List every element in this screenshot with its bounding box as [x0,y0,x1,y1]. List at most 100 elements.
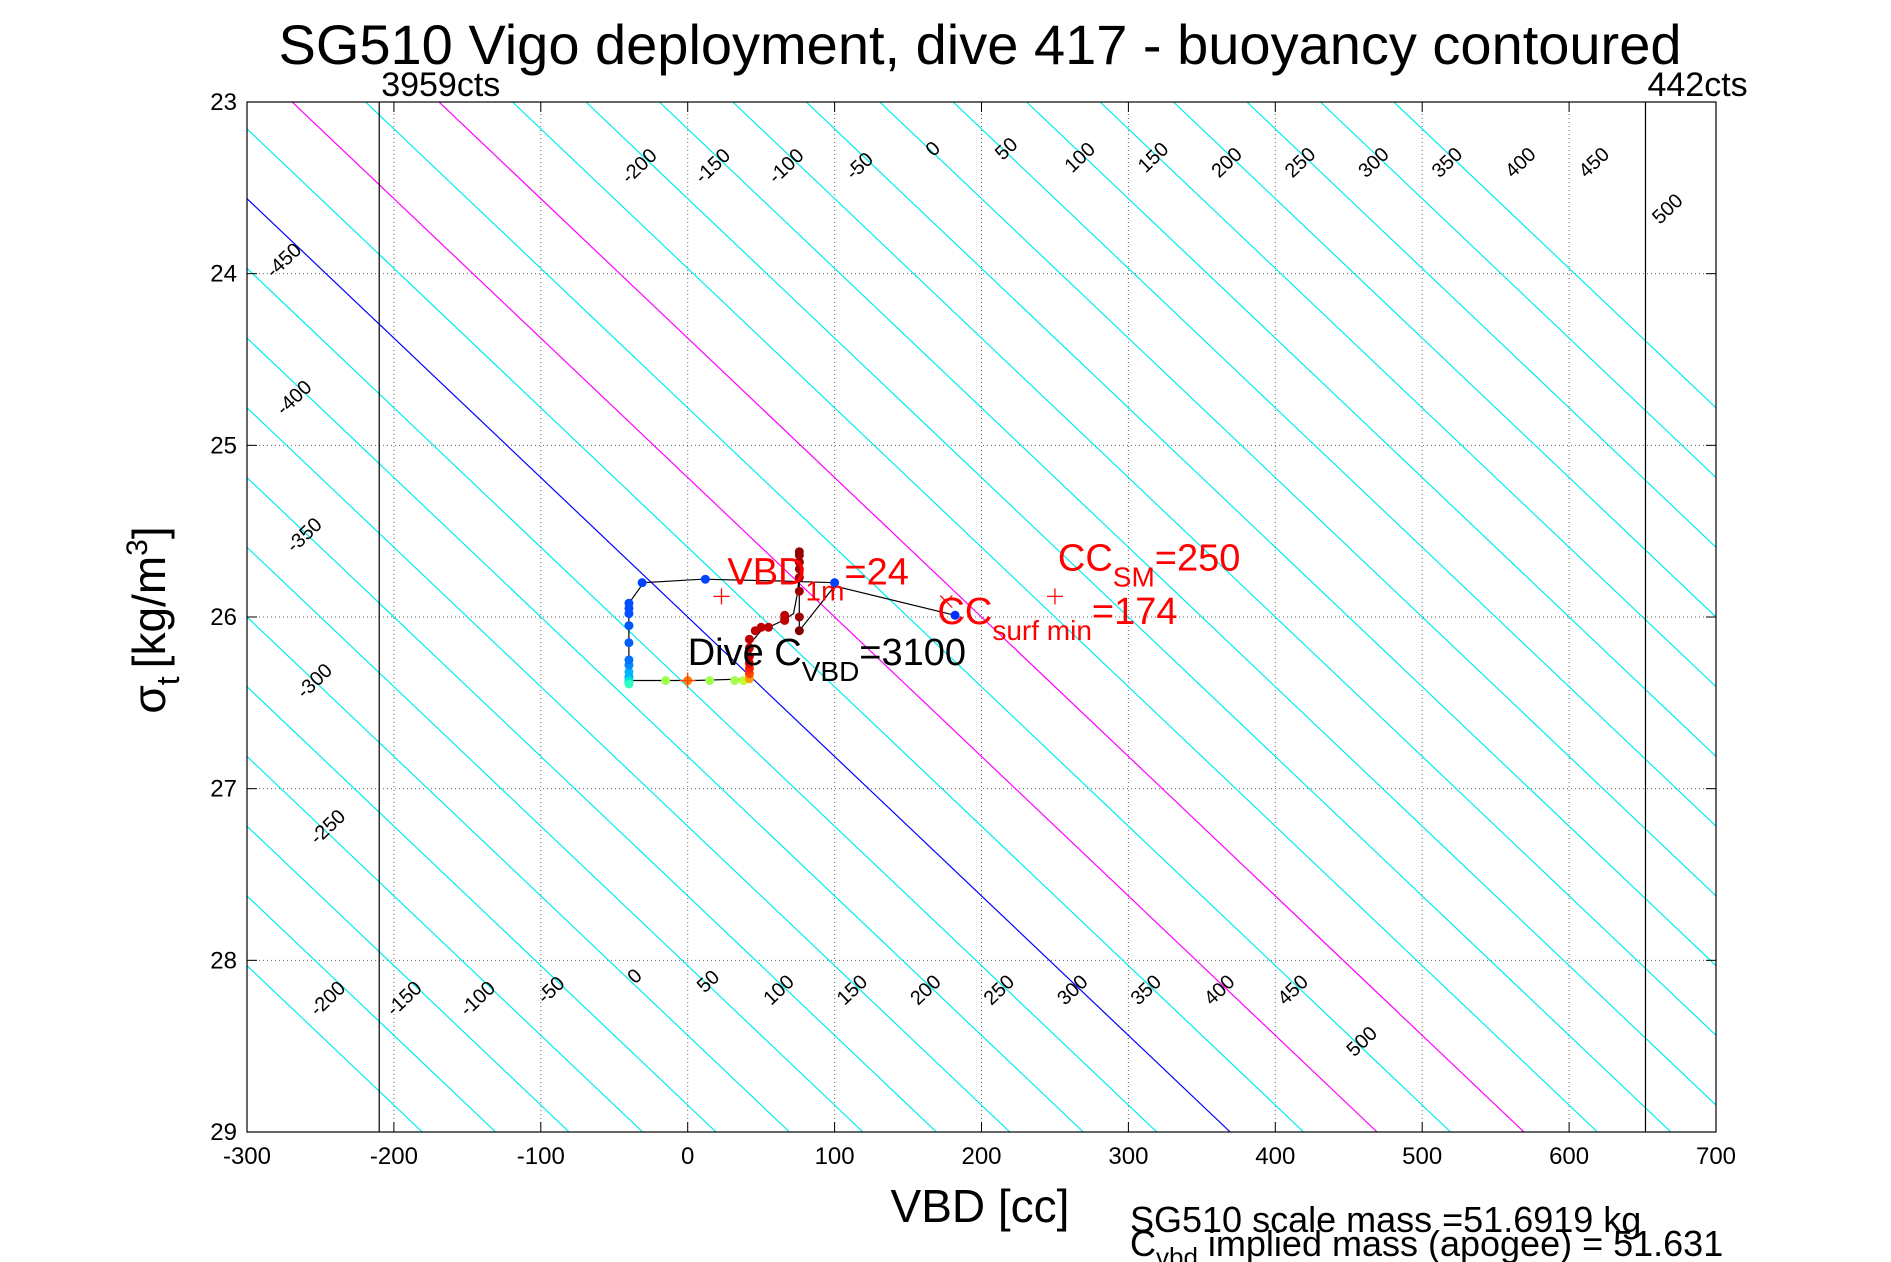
y-axis-label-sub: t [150,676,186,685]
annotation-main: CC [937,591,992,633]
contour-line [247,476,937,1132]
contour-line [1393,102,1716,409]
annotation-sub: 1m [806,575,845,606]
y-tick-label: 29 [210,1119,237,1146]
x-tick-label: 400 [1255,1143,1295,1170]
annotation-sub: VBD [802,656,860,687]
annotation: CCsurf min=174 [937,591,1177,646]
data-point [637,578,647,588]
data-point [794,573,804,583]
contour-line [1026,102,1716,758]
contour-line [247,616,790,1132]
y-tick-label: 23 [210,89,237,116]
plus-marker [1046,588,1063,605]
contour-line [1246,102,1716,549]
contour-line [879,102,1716,897]
contour-line [247,825,570,1132]
x-marker-b [939,595,953,608]
contour-line [365,102,1451,1132]
contour-line [585,102,1672,1132]
data-point [794,547,804,557]
x-tick-label: -300 [223,1143,271,1170]
data-point [624,621,634,631]
contour-line [732,102,1716,1037]
y-axis-label-end: ] [123,526,175,539]
x-tick-label: 200 [961,1143,1001,1170]
y-axis-label-sup: 3 [121,539,154,556]
annotation: Dive CVBD=3100 [688,632,966,687]
data-point [794,612,804,622]
data-point [730,676,740,686]
annotation-main: VBD [727,551,805,593]
contour-line [658,102,1716,1106]
data-point [744,634,754,644]
x-tick-label: 700 [1696,1143,1736,1170]
y-tick-label: 25 [210,432,237,459]
x-axis-label: VBD [cc] [891,1180,1070,1232]
y-axis-label: σt [kg/m3] [121,526,186,713]
x-marker [939,595,953,608]
x-tick-label: -200 [370,1143,418,1170]
contour-line [247,406,1011,1132]
contour-line [438,102,1525,1132]
contour-line [247,128,1305,1132]
contour-line [247,197,1231,1132]
y-tick-label: 28 [210,947,237,974]
data-point [624,655,634,665]
data-point [624,598,634,608]
contour-line [247,895,497,1132]
contour-line [247,337,1084,1132]
y-tick-label: 27 [210,776,237,803]
data-point [763,622,773,632]
annotation-value: =174 [1092,591,1178,633]
annotation-value: =250 [1155,538,1241,580]
footer-scale-mass: SG510 scale mass =51.6919 kg [1130,1199,1641,1240]
data-point [756,622,766,632]
data-point [700,574,710,584]
annotation-sub: surf min [992,615,1092,646]
annotation-value: =24 [844,551,908,593]
x-tick-label: 0 [681,1143,694,1170]
data-point [744,658,754,668]
plus-marker [679,672,696,689]
contour-line [952,102,1716,828]
data-point [794,557,804,567]
annotation-main: Dive C [688,632,802,674]
data-point [794,586,804,596]
data-point [794,564,804,574]
footer-c-symbol: C [1130,1223,1156,1262]
contour-line [512,102,1598,1132]
x-tick-label: 600 [1549,1143,1589,1170]
contour-line [247,546,864,1132]
y-axis-label-symbol: σ [123,685,175,713]
contour-line [247,685,717,1132]
annotation: CCSM=250 [1058,538,1240,593]
annotation: VBD1m=24 [727,551,909,606]
contour-line [247,755,644,1132]
footer-implied-mass: Cvbd implied mass (apogee) = 51.631 [1130,1223,1723,1262]
data-point [624,667,634,677]
contour-line [1319,102,1716,479]
annotation-main: CC [1058,538,1113,580]
contour-line [291,102,1378,1132]
data-point [624,638,634,648]
data-point [830,578,840,588]
data-point [705,676,715,686]
counts-label: 442cts [1647,66,1747,104]
data-point [744,643,754,653]
x-tick-label: -100 [517,1143,565,1170]
grid [247,102,1716,1132]
data-point [661,676,671,686]
y-axis-label-unit: [kg/m [123,556,175,668]
counts-label: 3959cts [381,66,500,104]
x-tick-label: 500 [1402,1143,1442,1170]
annotation-sub: SM [1113,562,1155,593]
plus-marker [713,588,730,605]
data-point [950,610,960,620]
y-tick-label: 26 [210,604,237,631]
chart-title: SG510 Vigo deployment, dive 417 - buoyan… [278,13,1681,76]
x-tick-label: 100 [815,1143,855,1170]
footer-implied-text: implied mass (apogee) = 51.631 [1198,1223,1723,1262]
